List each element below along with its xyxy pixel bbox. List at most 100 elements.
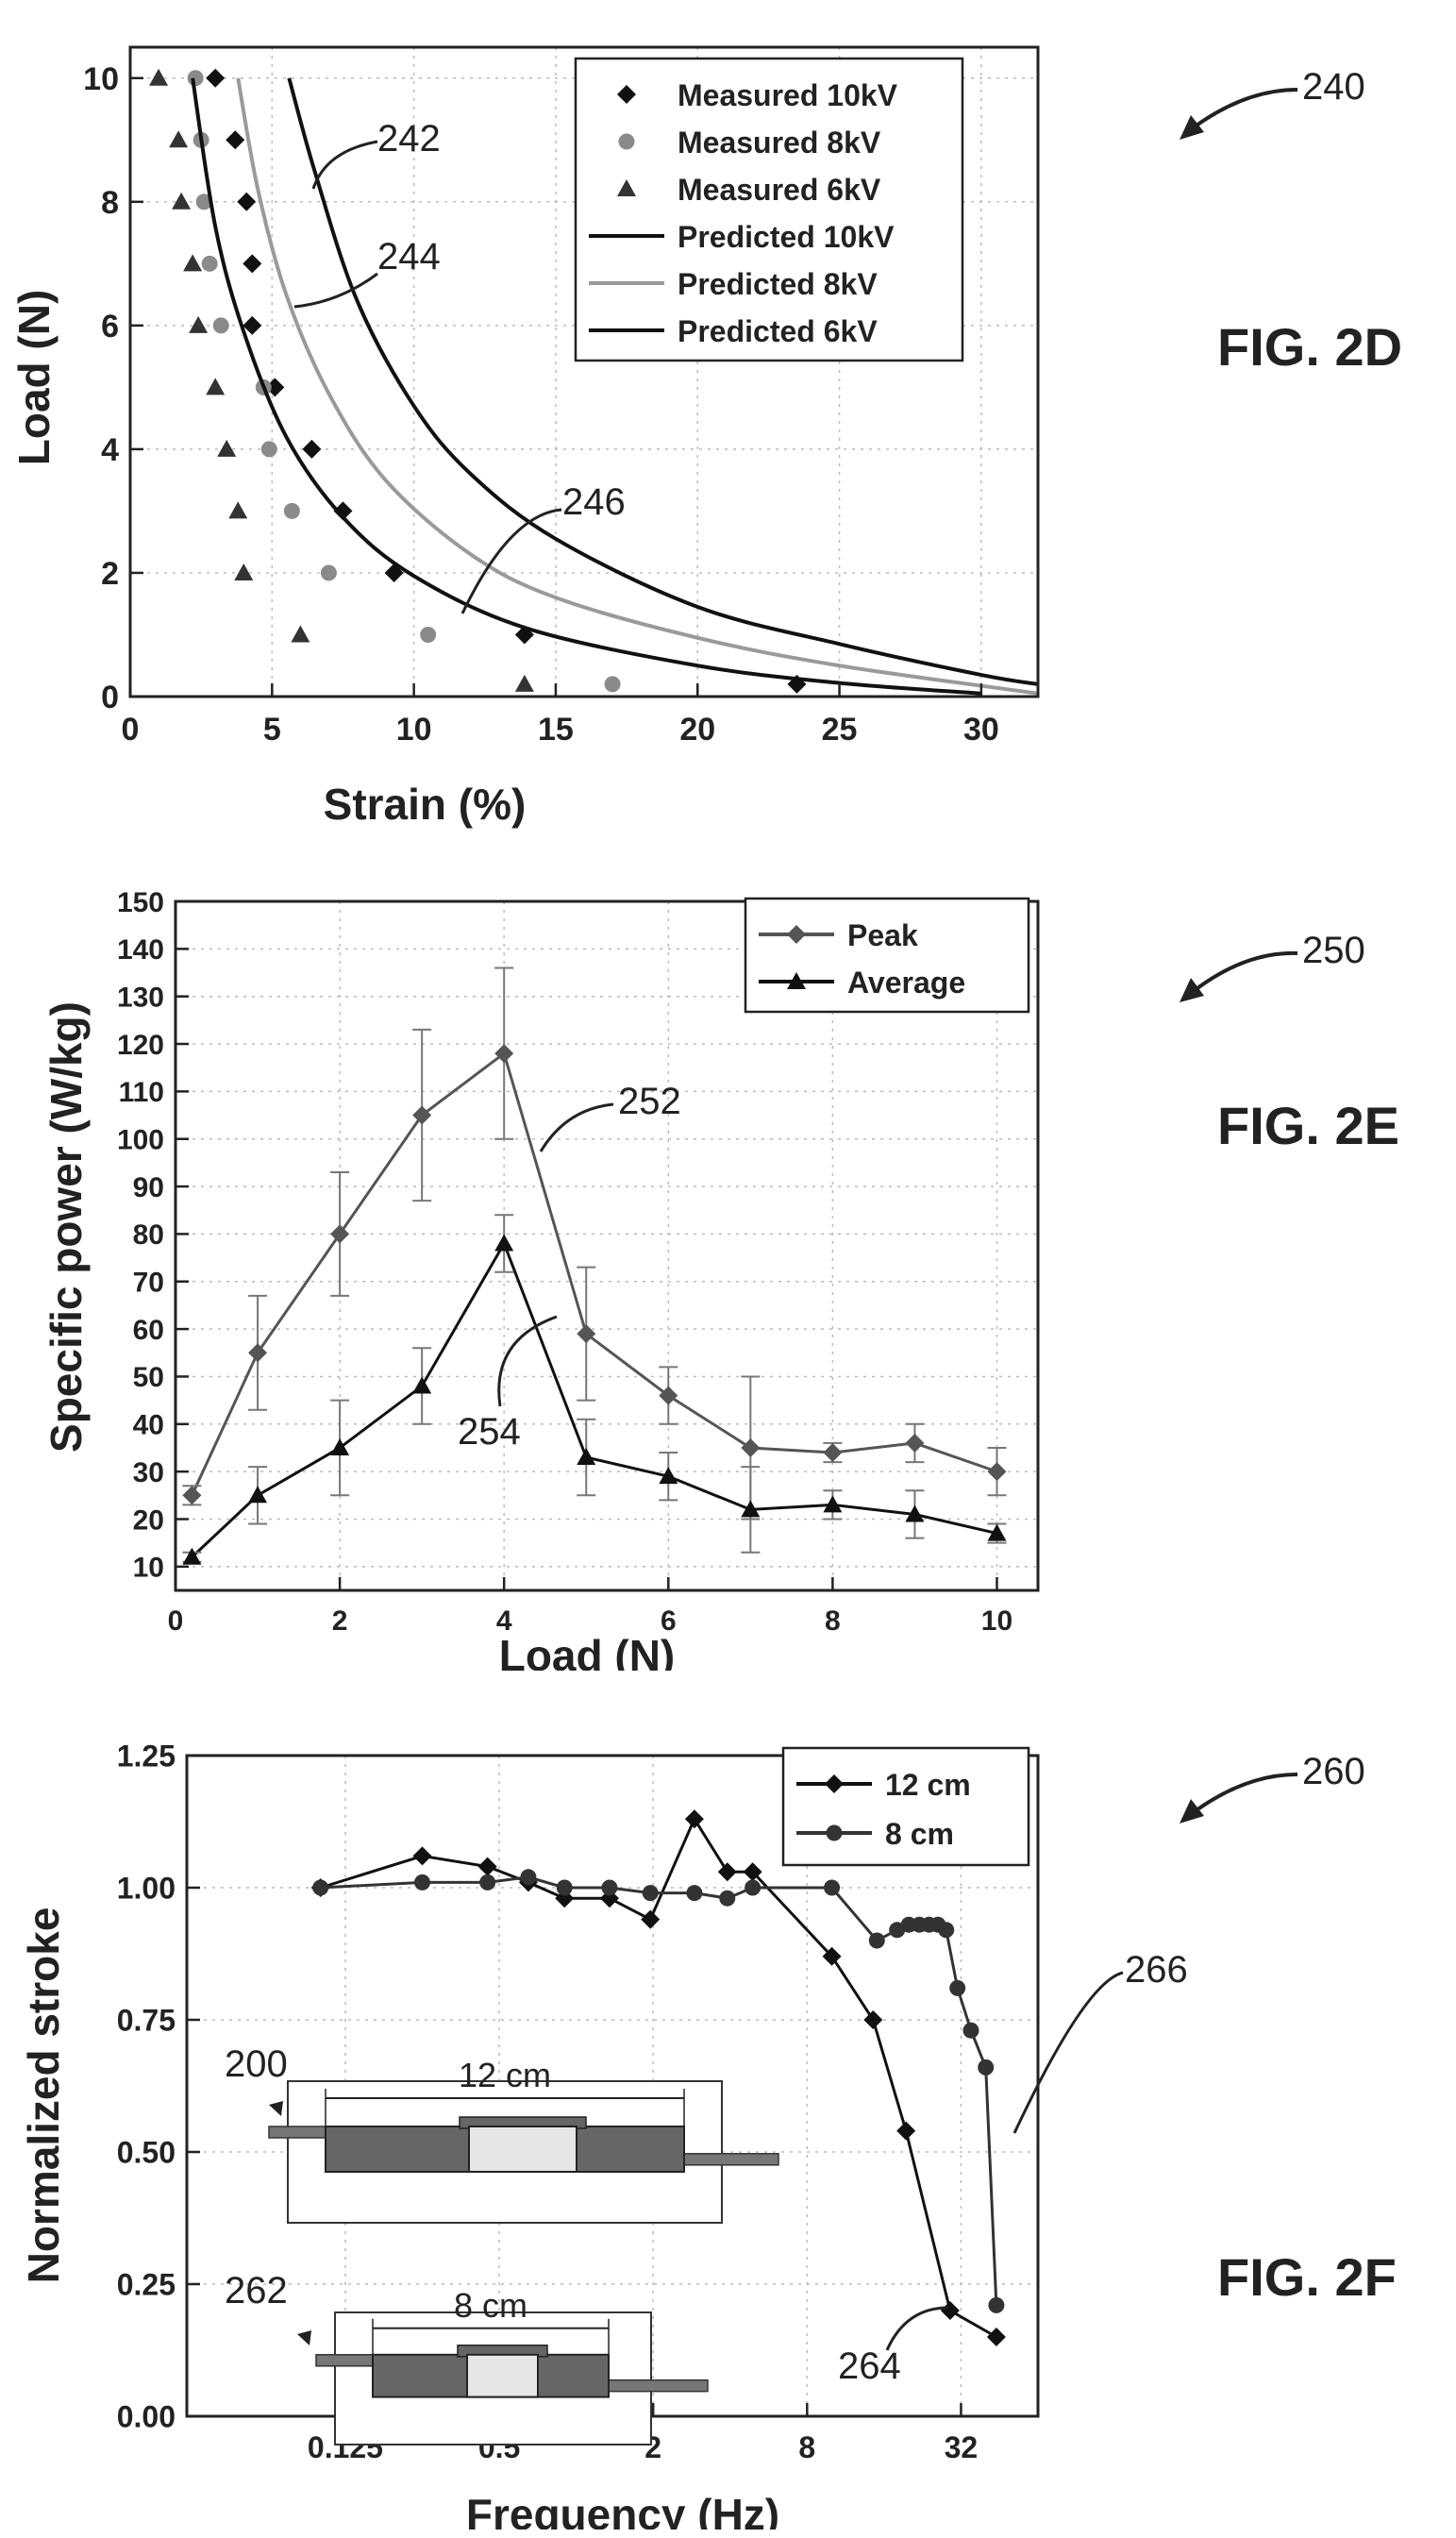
legend-box (744, 897, 1030, 1014)
data-point (333, 501, 353, 521)
data-point (686, 1885, 703, 1902)
legend-marker (787, 925, 806, 944)
data-point (863, 2010, 883, 2029)
y-tick-label: 80 (133, 1219, 164, 1251)
data-point (312, 1879, 329, 1896)
data-point (555, 1889, 575, 1908)
y-tick-label: 10 (133, 1553, 164, 1584)
right-rod (683, 2153, 779, 2166)
series-line-0 (191, 1050, 997, 1496)
data-point (684, 1809, 704, 1829)
data-point (659, 1386, 678, 1405)
legend-label: Predicted 10kV (678, 220, 895, 254)
series-line-1 (320, 1875, 998, 2306)
y-tick-label: 100 (117, 1125, 164, 1156)
data-point (719, 1890, 736, 1907)
data-point (183, 254, 203, 272)
data-point (412, 1846, 432, 1866)
data-point (599, 1889, 619, 1908)
data-point (182, 1486, 202, 1505)
inset-arrow-icon (297, 2330, 311, 2345)
x-tick-label: 30 (963, 712, 999, 748)
y-tick-label: 20 (133, 1504, 164, 1536)
plot-frame (174, 899, 1040, 1592)
data-point (905, 1433, 925, 1453)
data-point (659, 1467, 678, 1485)
data-point (330, 1437, 350, 1455)
y-tick-label: 2 (101, 556, 119, 592)
series-line-3 (287, 77, 1038, 686)
leader-line (293, 272, 378, 309)
legend-label: Predicted 6kV (678, 314, 878, 348)
data-point (412, 1105, 432, 1125)
legend-marker (787, 972, 806, 989)
data-point (987, 1523, 1007, 1541)
data-point (234, 563, 254, 580)
x-tick-label: 8 (798, 2430, 815, 2464)
data-point (577, 1448, 596, 1466)
fig-2d-label: FIG. 2D (1217, 317, 1403, 377)
legend-marker (617, 85, 636, 104)
data-point (743, 1862, 762, 1882)
data-point (201, 255, 218, 272)
center-core (468, 2126, 577, 2173)
ref-arrow (1192, 88, 1298, 129)
legend-marker (825, 1774, 844, 1793)
data-point (189, 315, 209, 333)
data-point (896, 2121, 916, 2141)
data-point (987, 1462, 1007, 1482)
x-tick-label: 5 (263, 712, 281, 748)
data-point (745, 1879, 761, 1896)
x-tick-label: 10 (396, 712, 432, 748)
arrow-head-icon (1180, 1799, 1204, 1824)
inset-arrow-icon (269, 2101, 283, 2116)
data-point (479, 1874, 496, 1891)
data-point (243, 254, 262, 274)
inset-12cm: 12 cm 200 (225, 2043, 779, 2224)
data-point (330, 1224, 350, 1244)
data-point (228, 501, 248, 519)
y-tick-label: 140 (117, 934, 164, 966)
x-tick-label: 15 (538, 712, 574, 748)
data-point (604, 676, 621, 693)
ref-arrow (1192, 950, 1298, 993)
data-point (477, 1857, 497, 1876)
data-point (212, 317, 229, 334)
center-core (466, 2353, 539, 2398)
data-point (949, 1979, 966, 1996)
data-point (514, 674, 534, 692)
y-tick-label: 6 (101, 309, 119, 345)
ref-240: 240 (1302, 66, 1365, 108)
data-point (149, 68, 169, 86)
legend-label: Measured 8kV (678, 126, 881, 160)
y-tick-label: 150 (117, 887, 164, 918)
data-point (248, 1343, 268, 1363)
ref-arrow (1192, 1773, 1298, 1814)
data-point (940, 2301, 960, 2320)
leader-line (460, 508, 562, 614)
legend-label: Measured 6kV (678, 173, 881, 207)
left-rod (268, 2126, 326, 2139)
y-axis-title: Specific power (W/kg) (42, 1001, 91, 1453)
inset-8cm: 8 cm 262 (225, 2270, 709, 2446)
data-point (206, 68, 226, 88)
callout-246: 246 (562, 481, 626, 523)
data-point (962, 2022, 979, 2039)
legend-label: Measured 10kV (678, 78, 898, 112)
series-line-5 (191, 77, 982, 696)
inset-ref: 262 (225, 2270, 288, 2311)
y-tick-label: 60 (133, 1315, 164, 1346)
data-point (822, 1946, 842, 1966)
legend-marker (826, 1824, 843, 1841)
leader-line (1013, 1971, 1124, 2134)
data-point (824, 1879, 841, 1896)
data-point (494, 1234, 514, 1252)
data-point (986, 2328, 1006, 2346)
data-point (237, 192, 257, 211)
data-point (741, 1500, 761, 1518)
legend-box (574, 57, 964, 362)
y-tick-label: 50 (133, 1362, 164, 1393)
y-tick-label: 130 (117, 982, 164, 1013)
x-tick-label: 20 (679, 712, 715, 748)
legend-label: Average (847, 966, 965, 1000)
